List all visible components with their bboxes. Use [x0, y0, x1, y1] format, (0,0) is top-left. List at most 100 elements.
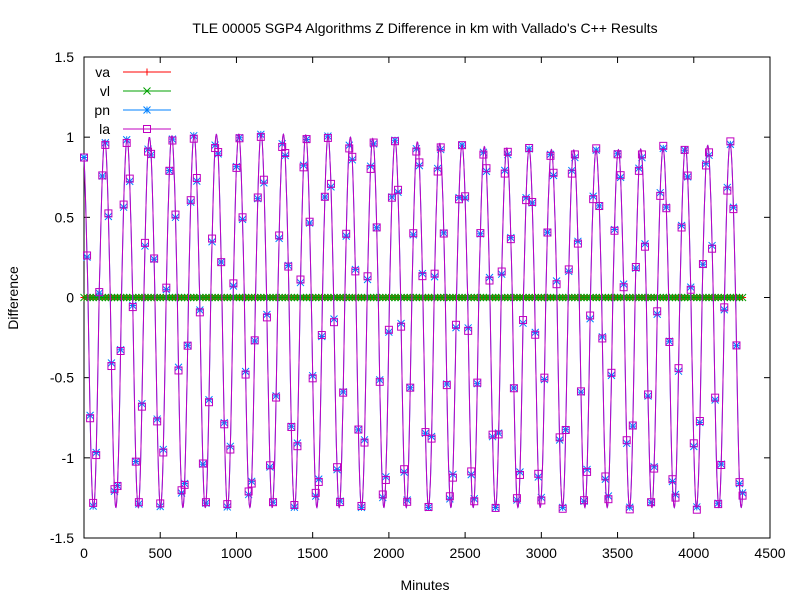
data-point	[89, 498, 98, 507]
data-point	[625, 505, 634, 514]
data-point	[708, 293, 716, 302]
data-point	[549, 168, 558, 177]
data-point	[135, 293, 143, 302]
data-point	[525, 143, 534, 152]
data-point	[583, 467, 592, 476]
data-point	[275, 231, 284, 240]
data-point	[424, 502, 433, 511]
data-point	[110, 293, 119, 302]
data-point	[125, 293, 134, 302]
data-point	[174, 293, 183, 302]
data-point	[80, 153, 88, 162]
data-point	[345, 293, 354, 302]
data-point	[113, 482, 122, 491]
data-point	[543, 293, 552, 302]
data-point	[564, 265, 573, 274]
data-point	[619, 283, 628, 292]
data-point	[515, 470, 524, 479]
data-point	[717, 293, 726, 302]
data-point	[735, 293, 744, 302]
data-point	[543, 228, 552, 237]
data-point	[378, 490, 387, 499]
data-point	[732, 341, 741, 350]
data-point	[573, 239, 582, 248]
data-point	[531, 330, 540, 339]
data-point	[735, 478, 744, 487]
data-point	[284, 293, 293, 302]
data-point	[192, 174, 201, 183]
data-point	[406, 383, 415, 392]
data-point	[366, 164, 375, 173]
data-point	[390, 137, 399, 146]
data-point	[232, 163, 241, 172]
data-point	[613, 293, 622, 302]
data-point	[360, 438, 369, 447]
data-point	[586, 311, 595, 320]
data-point	[387, 193, 396, 202]
data-point	[140, 238, 149, 247]
data-point	[220, 420, 229, 429]
data-point	[363, 272, 372, 281]
x-tick-label: 1500	[297, 545, 328, 561]
data-point	[235, 134, 244, 143]
data-point	[610, 226, 619, 235]
data-point	[500, 293, 509, 302]
data-point	[686, 285, 695, 294]
data-point	[616, 171, 625, 180]
data-point	[531, 293, 540, 302]
data-point	[397, 322, 406, 331]
y-tick-label: -1	[62, 450, 75, 466]
data-point	[424, 293, 433, 302]
data-point	[720, 303, 729, 312]
data-point	[564, 293, 573, 302]
data-point	[95, 288, 104, 297]
data-point	[711, 393, 720, 402]
data-point	[512, 494, 521, 503]
data-point	[122, 138, 131, 147]
data-point	[409, 293, 418, 302]
data-point	[637, 150, 646, 159]
data-point	[378, 293, 387, 302]
data-point	[299, 163, 308, 172]
data-point	[211, 293, 219, 302]
data-point	[592, 293, 601, 302]
data-point	[189, 134, 198, 143]
data-point	[391, 293, 399, 302]
data-point	[729, 205, 738, 214]
data-point	[473, 378, 482, 387]
data-point	[339, 293, 348, 302]
data-point	[290, 293, 299, 302]
legend-marker-vl	[143, 87, 151, 95]
data-point	[546, 151, 555, 160]
data-point	[479, 293, 488, 302]
data-point	[214, 293, 223, 302]
data-point	[205, 398, 214, 407]
data-point	[168, 293, 177, 302]
data-point	[451, 320, 460, 329]
data-point	[570, 150, 579, 159]
data-point	[732, 293, 741, 302]
data-point	[375, 293, 384, 302]
data-point	[537, 293, 546, 302]
data-point	[510, 293, 518, 302]
data-point	[375, 377, 384, 386]
data-point	[717, 460, 726, 469]
data-point	[476, 293, 485, 302]
data-point	[668, 293, 677, 302]
data-point	[229, 279, 238, 288]
data-point	[726, 293, 735, 302]
data-point	[366, 293, 375, 302]
data-point	[601, 472, 610, 481]
chart-title: TLE 00005 SGP4 Algorithms Z Difference i…	[192, 20, 657, 36]
data-point	[640, 242, 649, 251]
data-point	[199, 293, 207, 302]
data-point	[534, 469, 543, 478]
data-point	[116, 293, 125, 302]
data-point	[150, 254, 159, 263]
data-point	[677, 293, 686, 302]
data-point	[659, 293, 668, 302]
data-point	[305, 293, 314, 302]
data-point	[631, 262, 640, 271]
data-point	[162, 283, 171, 292]
